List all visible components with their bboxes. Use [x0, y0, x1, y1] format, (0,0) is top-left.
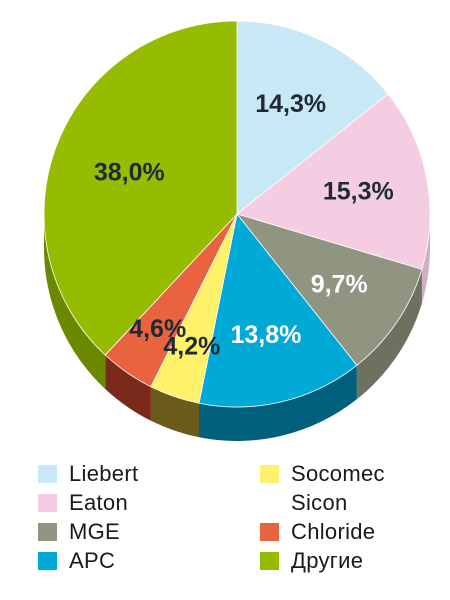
- legend-label-other: Другие: [291, 548, 364, 573]
- pie-slices: [43, 20, 431, 408]
- pie-side-mge: [356, 269, 422, 400]
- legend-label-apc: APC: [69, 548, 116, 573]
- data-label-mge: 9,7%: [311, 270, 368, 298]
- legend-item-other: Другие: [260, 548, 364, 573]
- pie-side-apc: [199, 365, 357, 441]
- legend-label-chloride: Chloride: [291, 519, 376, 544]
- legend-label-liebert: Liebert: [69, 461, 139, 486]
- data-label-liebert: 14,3%: [255, 90, 326, 118]
- legend-item-eaton: Eaton: [38, 490, 128, 515]
- pie-side-chloride: [105, 355, 151, 421]
- data-label-other: 38,0%: [94, 159, 165, 187]
- data-label-apc: 13,8%: [230, 321, 301, 349]
- legend-label-sicon: Sicon: [291, 490, 348, 515]
- legend-swatch-apc: [38, 552, 57, 570]
- data-label-eaton: 15,3%: [323, 178, 394, 206]
- legend-swatch-other: [260, 552, 279, 570]
- legend-item-liebert: Liebert: [38, 461, 139, 486]
- legend-label-eaton: Eaton: [69, 490, 128, 515]
- pie-side-other: [44, 214, 106, 390]
- pie-slice-mge: [235, 213, 423, 366]
- legend: Liebert Eaton MGE APC Socomec Sicon Chlo…: [38, 461, 438, 582]
- legend-item-apc: APC: [38, 548, 116, 573]
- legend-item-mge: MGE: [38, 519, 121, 544]
- pie-slice-liebert: [236, 20, 389, 215]
- pie-slice-eaton: [236, 93, 431, 270]
- legend-label-mge: MGE: [69, 519, 121, 544]
- legend-item-sicon: Sicon: [260, 490, 348, 515]
- legend-swatch-mge: [38, 523, 57, 541]
- pie-data-labels: 14,3% 15,3% 9,7% 13,8% 4,2%4,6% 38,0%: [94, 90, 394, 361]
- legend-item-chloride: Chloride: [260, 519, 376, 544]
- pie-side-socomec: [150, 386, 200, 438]
- legend-swatch-sicon: [260, 494, 279, 512]
- legend-swatch-socomec: [260, 465, 279, 483]
- legend-swatch-chloride: [260, 523, 279, 541]
- legend-swatch-liebert: [38, 465, 57, 483]
- pie-side-eaton: [421, 214, 430, 304]
- legend-swatch-eaton: [38, 494, 57, 512]
- pie-slice-other: [43, 20, 238, 356]
- legend-item-socomec: Socomec: [260, 461, 385, 486]
- data-label-chloride: 4,6%: [129, 315, 186, 343]
- pie-extrusion: [44, 214, 430, 441]
- legend-label-socomec: Socomec: [291, 461, 385, 486]
- pie-chart: 14,3% 15,3% 9,7% 13,8% 4,2%4,6% 38,0%: [43, 20, 431, 441]
- pie-slice-apc: [198, 213, 358, 408]
- data-label-socomec: 4,2%: [163, 333, 220, 361]
